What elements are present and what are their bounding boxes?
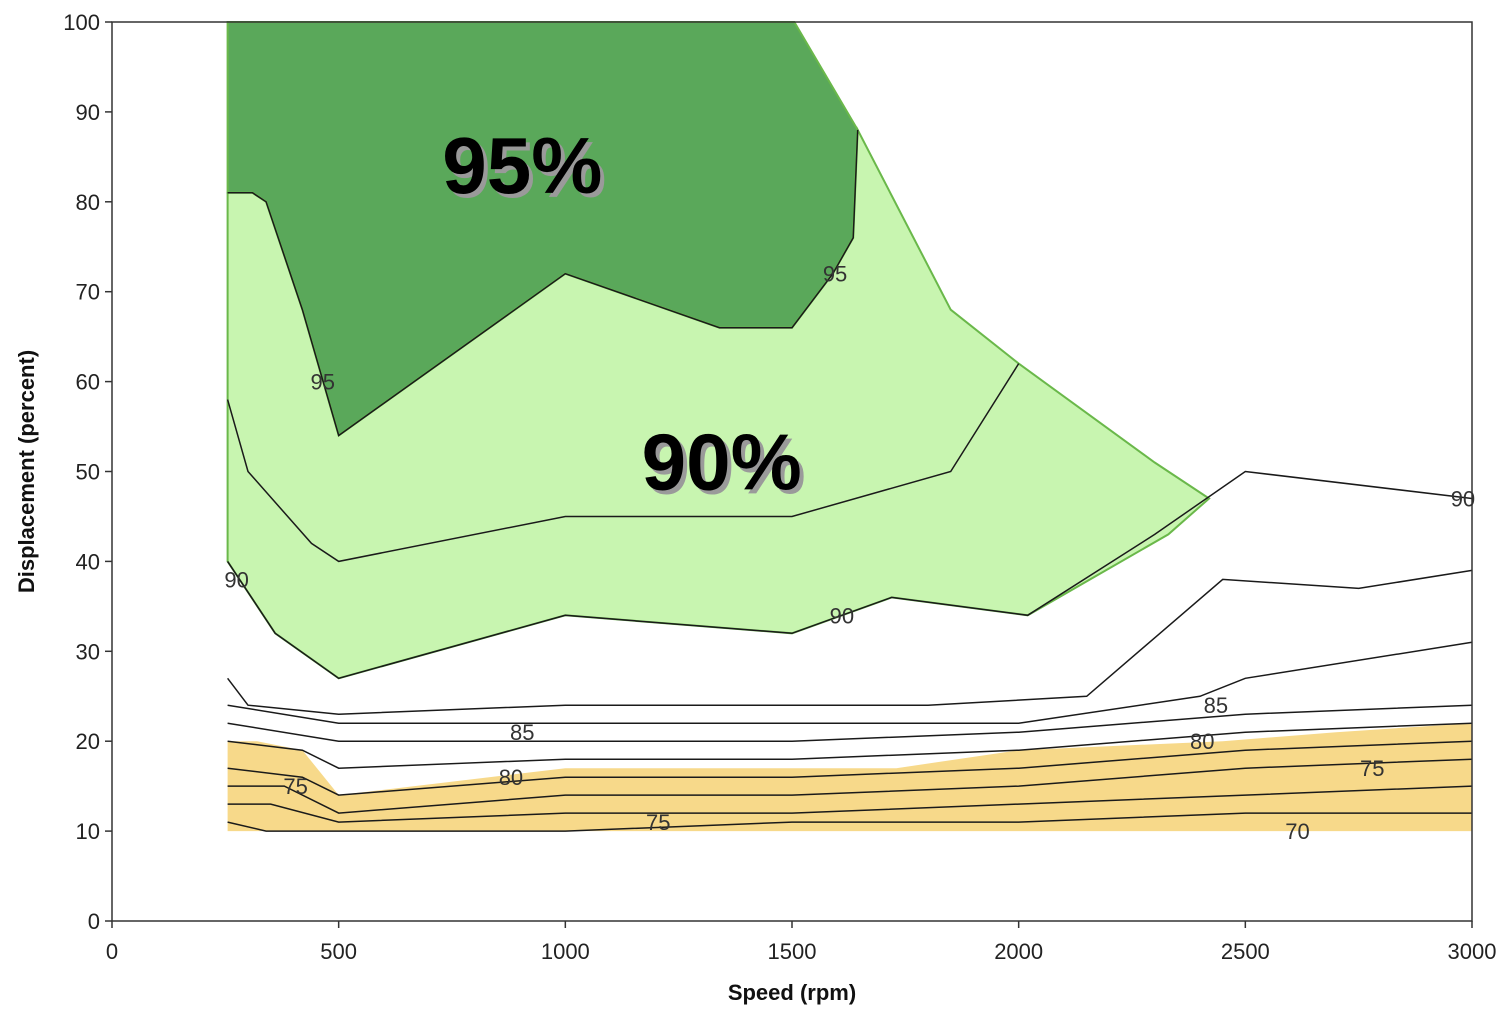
contour-line-95-0	[227, 129, 859, 437]
contour-line-80-5	[227, 704, 1473, 742]
contour-label-12: 90	[1451, 486, 1475, 511]
x-tick-label-3: 1500	[768, 939, 817, 964]
x-axis-title: Speed (rpm)	[728, 980, 856, 1005]
contour-line-75-7	[227, 740, 1473, 796]
region-2	[227, 723, 1473, 832]
annotation-layer: 95%95% 90%90%	[442, 121, 806, 511]
annotation-0: 95%	[442, 121, 602, 210]
y-tick-label-6: 60	[76, 370, 100, 395]
contour-line-75-8	[227, 758, 1473, 814]
y-tick-label-2: 20	[76, 729, 100, 754]
contour-line-85-4	[227, 641, 1473, 724]
annotation-shadow-0: 95%	[446, 125, 606, 214]
y-axis-title: Displacement (percent)	[14, 350, 39, 593]
contour-line-85-3	[227, 569, 1473, 715]
y-tick-label-10: 100	[63, 10, 100, 35]
contour-line-90-2	[226, 470, 1473, 680]
contour-label-3: 90	[830, 603, 854, 628]
contour-label-1: 95	[823, 262, 847, 287]
x-tick-label-0: 0	[106, 939, 118, 964]
axes-layer: 0 500 1000 1500 2000 2500 3000 0 10 20 30 40 50 60 70 8…	[14, 10, 1496, 1005]
contour-line-90-1	[226, 363, 1020, 563]
contour-layer	[226, 129, 1473, 832]
x-tick-label-2: 1000	[541, 939, 590, 964]
contour-label-4: 85	[510, 720, 534, 745]
x-tick-label-4: 2000	[994, 939, 1043, 964]
x-tick-label-6: 3000	[1448, 939, 1497, 964]
contour-label-2: 90	[224, 567, 248, 592]
y-tick-label-4: 40	[76, 549, 100, 574]
contour-label-7: 80	[1190, 729, 1214, 754]
y-tick-label-7: 70	[76, 280, 100, 305]
y-tick-label-3: 30	[76, 639, 100, 664]
y-tick-label-9: 90	[76, 100, 100, 125]
contour-label-6: 80	[499, 765, 523, 790]
contour-label-10: 75	[1360, 756, 1384, 781]
y-tick-label-0: 0	[88, 909, 100, 934]
region-layer	[226, 21, 1473, 832]
contour-label-0: 95	[311, 370, 335, 395]
contour-line-80-6	[227, 722, 1473, 769]
y-tick-label-8: 80	[76, 190, 100, 215]
contour-line-70-9	[227, 785, 1473, 823]
contour-label-11: 70	[1285, 819, 1309, 844]
y-tick-label-5: 50	[76, 460, 100, 485]
contour-label-layer: 95 95 90 90 85 85 80 80 75 75 75 70 90	[224, 262, 1475, 844]
contour-line-70-10	[227, 812, 1472, 832]
contour-label-8: 75	[283, 774, 307, 799]
annotation-shadow-1: 90%	[646, 421, 806, 510]
x-tick-label-5: 2500	[1221, 939, 1270, 964]
contour-label-9: 75	[646, 810, 670, 835]
annotation-1: 90%	[642, 417, 802, 506]
contour-label-5: 85	[1204, 693, 1228, 718]
x-tick-label-1: 500	[320, 939, 357, 964]
y-tick-label-1: 10	[76, 819, 100, 844]
